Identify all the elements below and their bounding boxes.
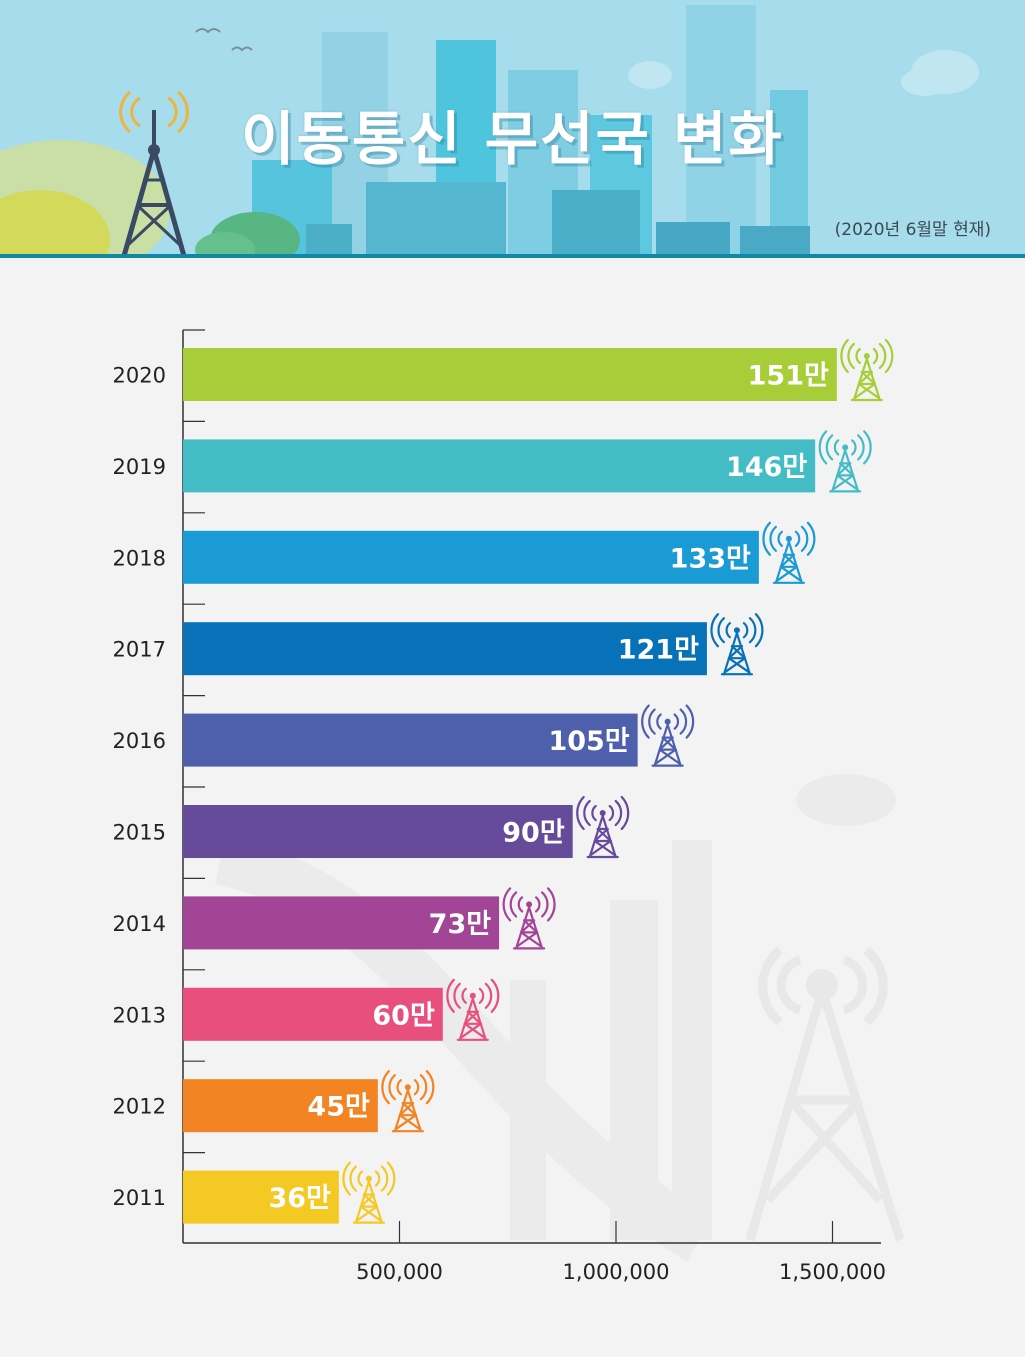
x-tick-label: 1,500,000 [779, 1260, 886, 1284]
bar-2011 [183, 1170, 339, 1224]
tower-icon [840, 338, 894, 402]
tower-icon [710, 613, 764, 676]
bar-2013 [183, 987, 443, 1041]
tower-icon [762, 521, 816, 584]
bar-2015 [183, 805, 573, 858]
category-label-2015: 2015 [113, 821, 166, 845]
bar-2016 [183, 713, 638, 767]
value-label-2017: 121만 [618, 635, 699, 666]
city-skyline-illustration [0, 5, 979, 258]
bar-2017 [183, 622, 707, 676]
chart-title: 이동통신 무선국 변화 [241, 105, 784, 173]
value-label-2016: 105만 [548, 726, 629, 757]
category-label-2019: 2019 [113, 455, 166, 479]
bar-2018 [183, 530, 759, 584]
x-tick-label: 1,000,000 [563, 1260, 670, 1284]
category-label-2011: 2011 [113, 1186, 166, 1210]
value-label-2013: 60만 [372, 1000, 435, 1031]
value-label-2020: 151만 [748, 361, 829, 392]
category-label-2013: 2013 [113, 1003, 166, 1027]
tower-icon [502, 887, 556, 950]
bar-2019 [183, 439, 816, 493]
category-label-2016: 2016 [113, 729, 166, 753]
chart-subtitle: (2020년 6월말 현재) [834, 220, 991, 240]
header-banner: 이동통신 무선국 변화 (2020년 6월말 현재) [0, 0, 1025, 258]
category-label-2017: 2017 [113, 638, 166, 662]
tower-icon [576, 795, 630, 859]
value-label-2011: 36만 [268, 1183, 331, 1214]
bar-2012 [183, 1079, 378, 1133]
bar-2014 [183, 896, 500, 950]
value-label-2015: 90만 [502, 818, 565, 849]
bar-2020 [183, 348, 837, 401]
category-label-2014: 2014 [113, 912, 166, 936]
tower-icon [641, 704, 695, 767]
value-label-2012: 45만 [307, 1092, 370, 1123]
background-tower-illustration [214, 774, 905, 1262]
value-label-2019: 146만 [726, 452, 807, 483]
tower-icon [381, 1070, 435, 1133]
category-label-2020: 2020 [113, 364, 166, 388]
tower-icon [818, 430, 872, 493]
x-tick-label: 500,000 [356, 1260, 443, 1284]
category-label-2018: 2018 [113, 546, 166, 570]
category-label-2012: 2012 [113, 1095, 166, 1119]
value-label-2014: 73만 [429, 909, 492, 940]
header-divider [0, 254, 1025, 258]
tower-icon [119, 90, 189, 257]
tower-icon [342, 1161, 396, 1224]
value-label-2018: 133만 [670, 543, 751, 574]
tower-icon [446, 978, 500, 1041]
